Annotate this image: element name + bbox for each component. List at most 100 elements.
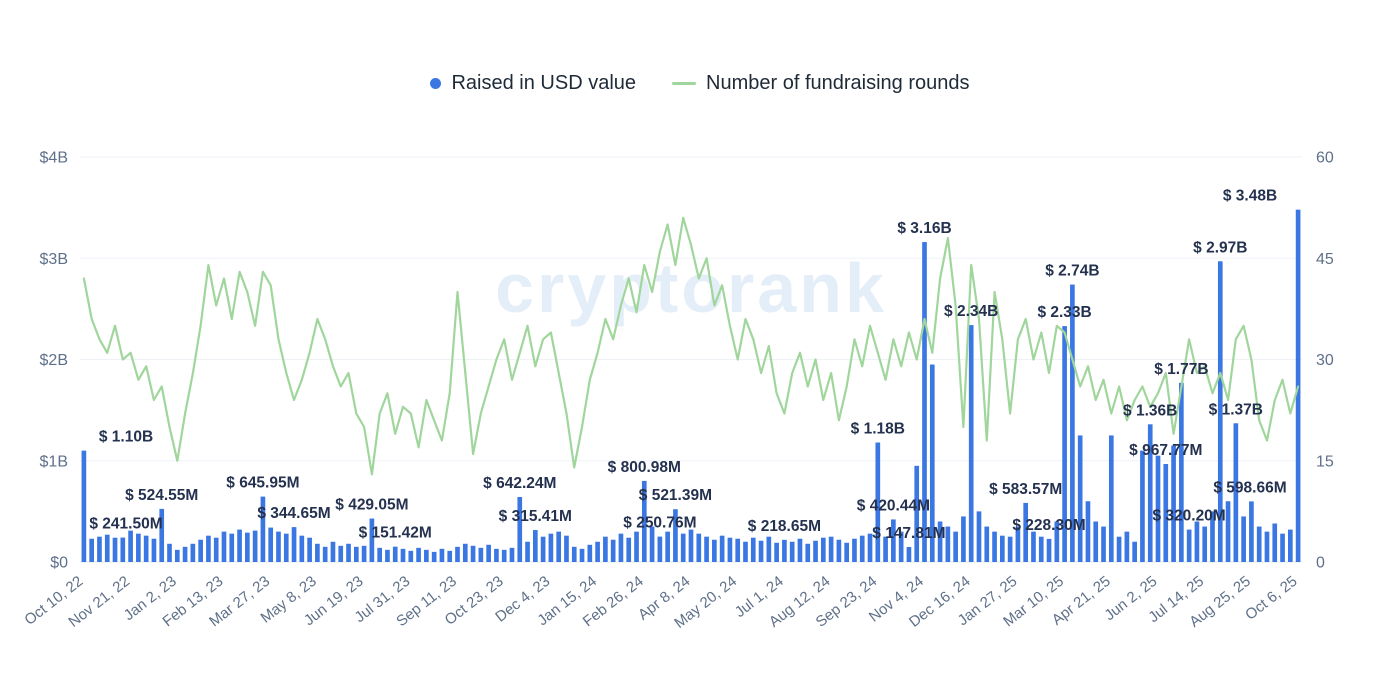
raised-bar[interactable] (338, 545, 344, 562)
raised-bar[interactable] (143, 535, 149, 562)
raised-bar[interactable] (712, 539, 717, 562)
raised-bar[interactable] (237, 529, 242, 562)
raised-bar[interactable] (361, 545, 367, 562)
raised-bar[interactable] (1272, 523, 1278, 562)
raised-bar[interactable] (859, 535, 865, 562)
raised-bar[interactable] (828, 536, 834, 562)
raised-bar[interactable] (245, 532, 250, 562)
raised-bar[interactable] (128, 530, 133, 562)
raised-bar[interactable] (688, 529, 694, 562)
raised-bar[interactable] (976, 511, 982, 563)
raised-bar[interactable] (836, 539, 842, 562)
raised-bar[interactable] (1007, 536, 1013, 562)
raised-bar[interactable] (1101, 526, 1106, 562)
raised-bar[interactable] (665, 531, 670, 563)
raised-bar[interactable] (618, 533, 624, 562)
raised-bar[interactable] (462, 543, 468, 562)
raised-bar[interactable] (1163, 464, 1169, 562)
raised-bar[interactable] (1210, 511, 1215, 563)
raised-bar[interactable] (81, 450, 87, 563)
raised-bar[interactable] (1264, 531, 1270, 563)
raised-bar[interactable] (276, 531, 281, 563)
raised-bar[interactable] (400, 548, 406, 562)
raised-bar[interactable] (727, 537, 733, 562)
raised-bar[interactable] (190, 543, 196, 562)
raised-bar[interactable] (346, 543, 351, 562)
raised-bar[interactable] (587, 544, 593, 562)
raised-bar[interactable] (1093, 521, 1099, 563)
raised-bar[interactable] (1217, 261, 1223, 562)
raised-bar[interactable] (501, 549, 507, 562)
raised-bar[interactable] (766, 536, 772, 562)
raised-bar[interactable] (1116, 536, 1122, 562)
raised-bar[interactable] (439, 548, 445, 562)
raised-bar[interactable] (533, 530, 538, 562)
raised-bar[interactable] (159, 508, 165, 562)
raised-bar[interactable] (377, 547, 382, 562)
raised-bar[interactable] (213, 537, 219, 562)
raised-bar[interactable] (307, 537, 312, 562)
raised-bar[interactable] (221, 531, 227, 563)
raised-bar[interactable] (1140, 450, 1145, 563)
raised-bar[interactable] (151, 538, 157, 562)
raised-bar[interactable] (455, 546, 460, 562)
raised-bar[interactable] (914, 465, 920, 562)
raised-bar[interactable] (494, 548, 499, 562)
raised-bar[interactable] (1085, 501, 1091, 562)
raised-bar[interactable] (875, 442, 881, 562)
raised-bar[interactable] (424, 549, 429, 562)
raised-bar[interactable] (322, 546, 328, 562)
raised-bar[interactable] (906, 547, 912, 562)
raised-bar[interactable] (120, 537, 126, 562)
raised-bar[interactable] (447, 550, 453, 562)
raised-bar[interactable] (634, 531, 639, 563)
raised-bar[interactable] (641, 480, 647, 562)
raised-bar[interactable] (774, 542, 779, 562)
raised-bar[interactable] (1256, 526, 1262, 562)
raised-bar[interactable] (603, 536, 608, 562)
raised-bar[interactable] (945, 526, 951, 562)
raised-bar[interactable] (595, 541, 600, 562)
raised-bar[interactable] (291, 527, 297, 562)
raised-bar[interactable] (408, 550, 414, 562)
raised-bar[interactable] (385, 549, 390, 562)
raised-bar[interactable] (478, 547, 484, 562)
raised-bar[interactable] (229, 533, 235, 562)
raised-bar[interactable] (673, 509, 678, 562)
raised-bar[interactable] (136, 533, 141, 562)
raised-bar[interactable] (937, 521, 943, 563)
raised-bar[interactable] (1241, 516, 1246, 562)
raised-bar[interactable] (1023, 502, 1029, 562)
raised-bar[interactable] (416, 547, 421, 562)
raised-bar[interactable] (719, 535, 725, 562)
raised-bar[interactable] (564, 535, 569, 562)
raised-bar[interactable] (89, 538, 95, 562)
raised-bar[interactable] (1280, 533, 1285, 562)
raised-bar[interactable] (1249, 501, 1254, 562)
raised-bar[interactable] (1124, 531, 1130, 563)
raised-bar[interactable] (167, 543, 172, 562)
raised-bar[interactable] (953, 531, 958, 563)
raised-bar[interactable] (680, 533, 686, 562)
raised-bar[interactable] (104, 534, 110, 562)
raised-bar[interactable] (1108, 435, 1114, 562)
raised-bar[interactable] (750, 537, 756, 562)
raised-bar[interactable] (486, 544, 491, 562)
raised-bar[interactable] (283, 533, 289, 562)
raised-bar[interactable] (548, 533, 554, 562)
raised-bar[interactable] (268, 527, 274, 562)
raised-bar[interactable] (867, 533, 873, 562)
raised-bar[interactable] (369, 518, 375, 562)
raised-bar[interactable] (968, 325, 974, 562)
raised-bar[interactable] (1147, 424, 1153, 562)
raised-bar[interactable] (852, 538, 857, 562)
raised-bar[interactable] (299, 535, 305, 562)
raised-bar[interactable] (929, 364, 935, 562)
raised-bar[interactable] (1015, 526, 1021, 562)
raised-bar[interactable] (1179, 382, 1184, 562)
raised-bar[interactable] (922, 242, 927, 563)
raised-bar[interactable] (1062, 326, 1067, 562)
raised-bar[interactable] (758, 540, 764, 562)
raised-bar[interactable] (182, 546, 188, 562)
raised-bar[interactable] (1070, 284, 1075, 562)
